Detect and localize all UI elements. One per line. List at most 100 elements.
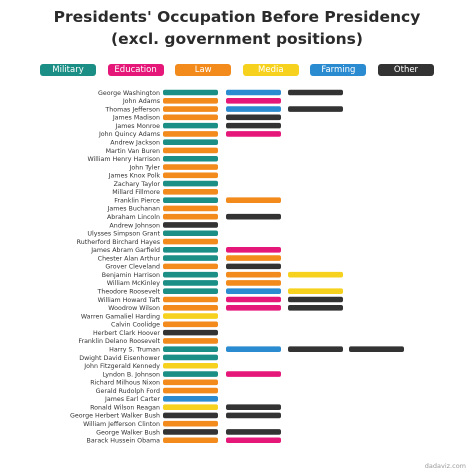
president-label: Dwight David Eisenhower	[79, 355, 160, 362]
occupation-bar-other	[226, 263, 281, 270]
occupation-bar-other	[226, 412, 281, 419]
occupation-bar-other	[226, 429, 281, 435]
president-label: Warren Gamaliel Harding	[81, 313, 160, 320]
occupation-bar-media	[163, 362, 218, 369]
president-label: James Earl Carter	[104, 396, 160, 403]
occupation-bar-law	[163, 379, 218, 386]
president-label: John Adams	[122, 98, 160, 105]
president-label: George Walker Bush	[96, 429, 160, 436]
occupation-bar-law	[163, 147, 218, 154]
president-label: Ronald Wilson Reagan	[90, 404, 160, 411]
occupation-bar-military	[163, 255, 218, 261]
president-label: James Abram Garfield	[90, 247, 160, 254]
occupation-bar-law	[163, 338, 218, 344]
occupation-bar-other	[226, 213, 281, 220]
occupation-bar-law	[226, 255, 281, 261]
occupation-bar-law	[163, 437, 218, 444]
chart-title-block: Presidents' Occupation Before Presidency…	[0, 6, 474, 50]
occupation-bar-farming	[163, 396, 218, 402]
occupation-bar-law	[163, 172, 218, 179]
president-label: James Monroe	[115, 123, 161, 130]
occupation-bar-law	[163, 97, 218, 104]
occupation-bar-military	[163, 371, 218, 377]
president-label: Andrew Johnson	[109, 222, 160, 229]
occupation-bar-other	[226, 404, 281, 410]
occupation-bar-law	[163, 106, 218, 112]
president-label: John Fitzgerald Kennedy	[83, 363, 160, 370]
legend-item-other: Other	[378, 64, 434, 76]
occupation-bar-education	[226, 304, 281, 311]
legend-item-military: Military	[40, 64, 96, 76]
occupation-bar-law	[163, 387, 218, 394]
occupation-bar-law	[226, 197, 281, 203]
president-label: William McKinley	[107, 280, 160, 287]
occupation-bar-other	[163, 412, 218, 419]
occupation-bar-other	[163, 429, 218, 435]
occupation-bar-media	[163, 313, 218, 319]
occupation-bar-military	[163, 89, 218, 96]
president-label: Ulysses Simpson Grant	[87, 231, 160, 238]
president-label: John Tyler	[129, 164, 161, 171]
occupation-bar-other	[226, 114, 281, 121]
chart-title: Presidents' Occupation Before Presidency	[53, 8, 421, 26]
occupation-bar-farming	[226, 288, 281, 295]
occupation-bar-other	[288, 304, 343, 311]
occupation-bar-other	[288, 296, 343, 303]
occupation-bar-military	[163, 354, 218, 361]
occupation-bar-farming	[226, 89, 281, 96]
president-label: James Madison	[112, 115, 160, 122]
occupation-bar-military	[163, 139, 218, 145]
occupation-bar-media	[288, 288, 343, 295]
occupation-bar-law	[163, 189, 218, 195]
occupation-bar-farming	[226, 346, 281, 352]
president-label: William Henry Harrison	[87, 156, 160, 163]
president-label: Lyndon B. Johnson	[102, 371, 160, 378]
occupation-bar-other	[163, 222, 218, 228]
president-label: Franklin Pierce	[114, 197, 160, 204]
occupation-bar-education	[226, 131, 281, 137]
occupation-bar-law	[163, 213, 218, 220]
occupation-bar-military	[163, 280, 218, 286]
occupation-bar-other	[163, 329, 218, 336]
occupation-bar-education	[226, 296, 281, 303]
legend-item-education: Education	[107, 64, 164, 76]
president-label: James Knox Polk	[108, 173, 161, 180]
credit-text: dadaviz.com	[424, 462, 466, 470]
president-label: Andrew Jackson	[110, 139, 160, 146]
chart-subtitle: (excl. government positions)	[111, 30, 363, 48]
occupation-bar-military	[163, 197, 218, 203]
president-label: Rutherford Birchard Hayes	[77, 239, 160, 246]
occupation-bar-law	[226, 280, 281, 286]
occupation-bar-media	[163, 404, 218, 410]
president-label: Theodore Roosevelt	[96, 289, 160, 296]
president-label: William Jefferson Clinton	[83, 421, 160, 428]
legend-item-farming: Farming	[310, 64, 367, 76]
occupation-bar-law	[163, 263, 218, 270]
occupation-bar-law	[163, 164, 218, 170]
occupation-bar-law	[163, 131, 218, 137]
occupation-bar-law	[163, 304, 218, 311]
occupation-bar-education	[226, 437, 281, 444]
occupation-bar-military	[163, 247, 218, 253]
occupation-bar-other	[288, 89, 343, 96]
occupation-bar-law	[163, 205, 218, 212]
occupation-bar-farming	[226, 106, 281, 112]
occupation-bar-military	[163, 155, 218, 162]
president-label: Grover Cleveland	[105, 264, 160, 271]
president-label: Abraham Lincoln	[107, 214, 160, 221]
president-label: John Quincy Adams	[98, 131, 160, 138]
president-label: Calvin Coolidge	[111, 322, 160, 329]
occupation-bar-other	[226, 122, 281, 129]
president-label: James Buchanan	[107, 206, 160, 213]
occupation-bar-law	[163, 420, 218, 427]
occupation-bar-law	[163, 321, 218, 328]
occupation-bar-law	[163, 238, 218, 245]
president-label: Chester Alan Arthur	[98, 255, 161, 262]
president-label: Zachary Taylor	[114, 181, 161, 188]
president-label: Franklin Delano Roosevelt	[78, 338, 160, 345]
president-label: Benjamin Harrison	[102, 272, 160, 279]
occupation-bar-other	[349, 346, 404, 352]
legend: Military Education Law Media Farming Other	[40, 64, 434, 76]
occupation-bar-media	[288, 271, 343, 278]
